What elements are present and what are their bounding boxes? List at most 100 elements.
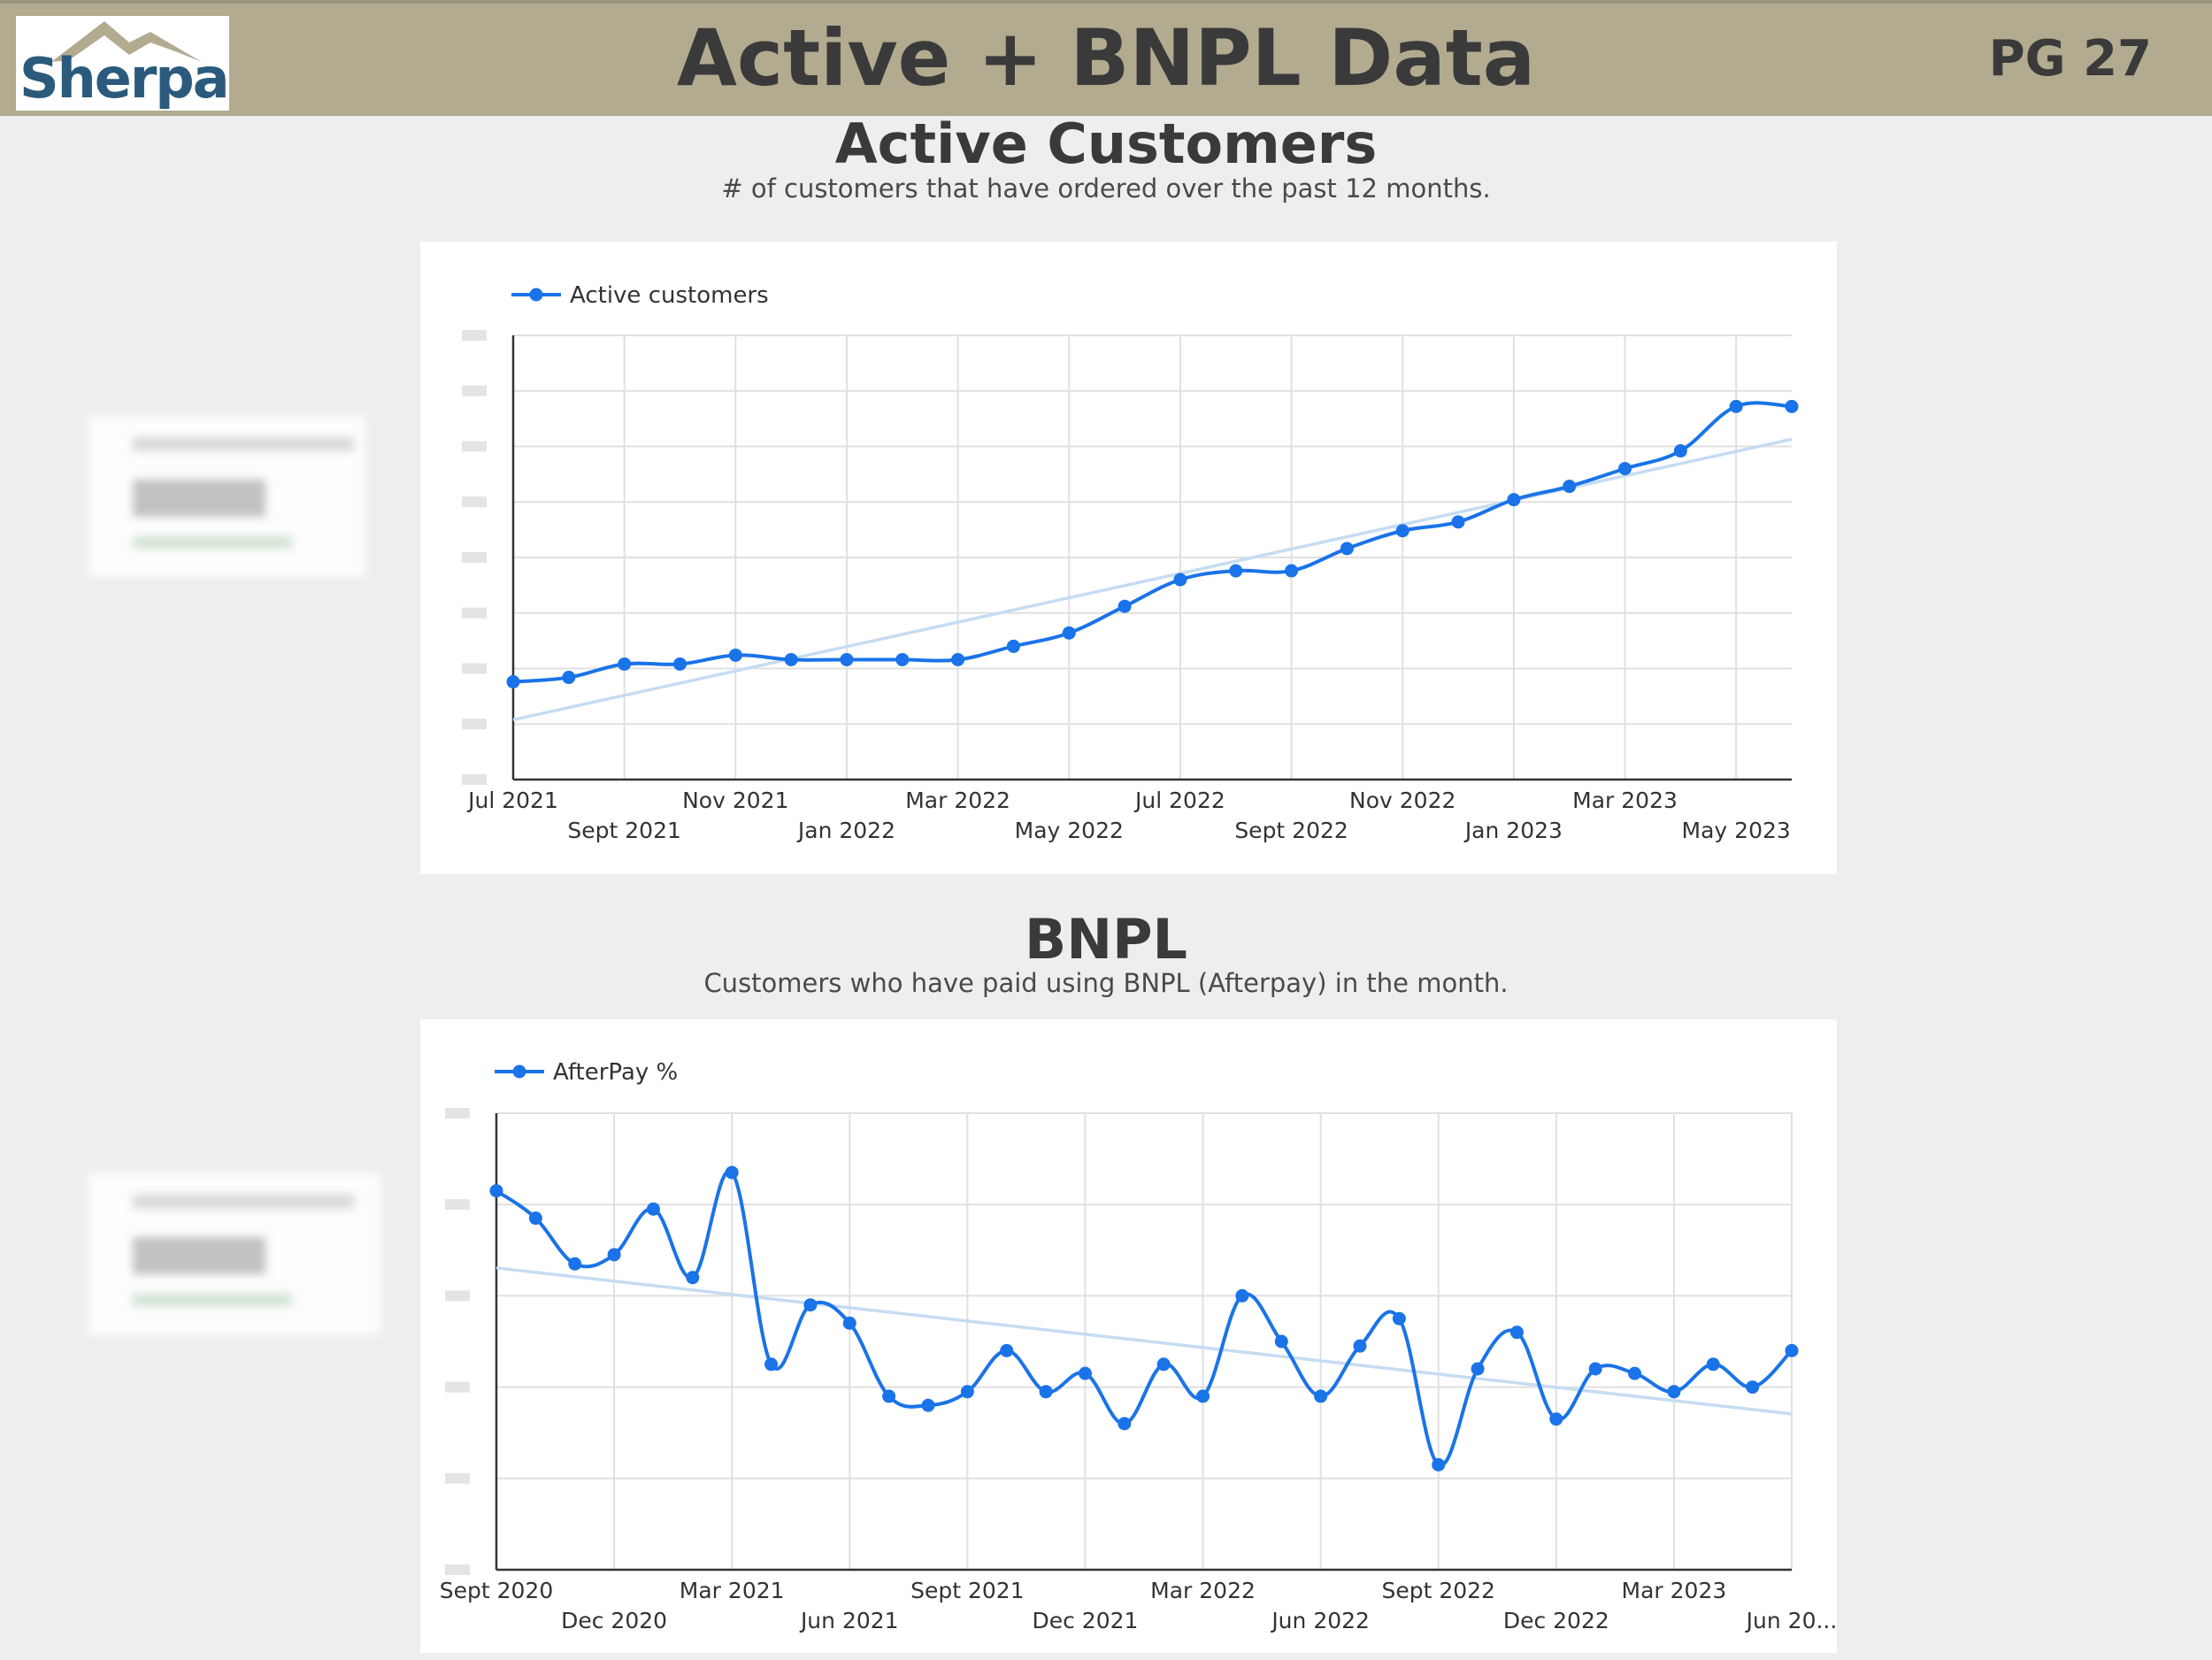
data-point: [562, 671, 576, 685]
y-tick-label-obscured: [445, 1199, 470, 1210]
data-point: [1196, 1389, 1210, 1403]
x-tick-label: Sept 2022: [1234, 818, 1348, 843]
x-tick-label: Sept 2021: [910, 1578, 1025, 1603]
data-point: [1314, 1389, 1328, 1403]
x-tick-label: Mar 2022: [1150, 1578, 1256, 1603]
y-tick-label-obscured: [462, 774, 487, 785]
legend: Active customers: [511, 282, 769, 309]
legend-label: AfterPay %: [553, 1059, 678, 1086]
data-point: [1549, 1412, 1563, 1426]
data-point: [646, 1202, 660, 1216]
data-point: [1785, 399, 1799, 413]
data-point: [1078, 1366, 1092, 1380]
data-point: [803, 1298, 818, 1312]
x-tick-label: Mar 2021: [680, 1578, 785, 1603]
data-point: [784, 652, 798, 666]
x-tick-label: Jan 2023: [1463, 818, 1563, 843]
mountain-icon: [51, 21, 202, 62]
x-tick-label: Nov 2022: [1349, 788, 1455, 813]
data-point: [728, 648, 742, 662]
legend-marker: [512, 1064, 526, 1079]
data-point: [568, 1257, 582, 1271]
active-customers-chart: Jul 2021 Sept 2021 Nov 2021 Jan 2022 Mar 202…: [420, 242, 1837, 874]
data-point: [960, 1385, 974, 1399]
section-subtitle-bnpl: Customers who have paid using BNPL (Afte…: [703, 968, 1509, 998]
data-point: [1118, 599, 1132, 613]
blurred-scorecard: [88, 1173, 380, 1334]
data-point: [1588, 1362, 1602, 1376]
series-line: [512, 401, 1793, 684]
x-tick-label: Mar 2022: [905, 788, 1010, 813]
x-tick-label: Jun 20...: [1745, 1608, 1837, 1633]
data-point: [672, 657, 687, 671]
data-point: [618, 657, 632, 671]
legend-label: Active customers: [570, 282, 769, 309]
data-point: [489, 1184, 503, 1198]
data-point: [1340, 542, 1354, 556]
x-tick-label: Mar 2023: [1572, 788, 1678, 813]
y-tick-label-obscured: [462, 330, 487, 341]
data-point: [1673, 444, 1687, 458]
section-title-bnpl: BNPL: [1024, 907, 1188, 972]
y-tick-label-obscured: [445, 1472, 470, 1484]
x-tick-label: Jun 2022: [1270, 1608, 1370, 1633]
data-point: [725, 1165, 739, 1180]
data-point: [1729, 399, 1743, 413]
y-tick-label-obscured: [462, 719, 487, 730]
data-point: [1000, 1343, 1014, 1357]
trendline: [495, 1266, 1793, 1416]
data-point: [951, 652, 965, 666]
x-tick-label: Jul 2022: [1133, 788, 1225, 813]
data-point: [686, 1271, 700, 1285]
data-point: [764, 1357, 779, 1372]
x-tick-label: Sept 2021: [567, 818, 681, 843]
data-point: [1118, 1417, 1132, 1431]
data-point: [1274, 1334, 1288, 1349]
data-point: [1507, 493, 1521, 507]
data-point: [1667, 1385, 1681, 1399]
header-bar: Sherpa Active + BNPL Data PG 27: [0, 0, 2212, 116]
data-point: [921, 1398, 935, 1412]
x-tick-label: Jun 2021: [799, 1608, 899, 1633]
blurred-scorecard: [88, 416, 365, 577]
y-tick-label-obscured: [445, 1381, 470, 1393]
data-point: [1509, 1326, 1524, 1340]
y-tick-label-obscured: [462, 552, 487, 563]
legend: AfterPay %: [495, 1059, 678, 1086]
x-tick-label: Dec 2022: [1503, 1608, 1609, 1633]
data-point: [1451, 515, 1465, 529]
data-point: [1746, 1380, 1760, 1395]
y-tick-label-obscured: [462, 607, 487, 619]
x-tick-label: Sept 2022: [1381, 1578, 1495, 1603]
sherpa-logo: Sherpa: [16, 16, 230, 111]
data-point: [1062, 626, 1076, 640]
bnpl-plot: Sept 2020 Dec 2020 Mar 2021 Jun 2021 Sept 20…: [440, 1059, 1837, 1633]
legend-marker: [529, 288, 543, 302]
data-point: [1285, 564, 1299, 578]
data-point: [1563, 480, 1577, 494]
data-point: [840, 652, 854, 666]
x-tick-label: Mar 2023: [1622, 1578, 1727, 1603]
data-point: [1628, 1366, 1642, 1380]
y-tick-label-obscured: [462, 663, 487, 674]
logo-text: Sherpa: [19, 46, 230, 111]
y-tick-label-obscured: [462, 496, 487, 508]
data-point: [1395, 524, 1409, 538]
x-tick-label: Dec 2021: [1032, 1608, 1138, 1633]
y-tick-label-obscured: [445, 1108, 470, 1118]
data-point: [1706, 1357, 1720, 1372]
data-point: [1392, 1311, 1406, 1326]
x-tick-label: Jul 2021: [466, 788, 558, 813]
data-point: [895, 652, 910, 666]
page-title: Active + BNPL Data: [676, 12, 1536, 104]
page-number: PG 27: [1988, 30, 2152, 88]
data-point: [1353, 1339, 1367, 1353]
data-point: [882, 1389, 896, 1403]
data-point: [607, 1248, 621, 1262]
y-tick-label-obscured: [445, 1564, 470, 1575]
data-point: [1173, 573, 1187, 587]
x-tick-label: May 2022: [1015, 818, 1124, 843]
data-point: [1229, 564, 1243, 578]
y-tick-label-obscured: [445, 1290, 470, 1302]
